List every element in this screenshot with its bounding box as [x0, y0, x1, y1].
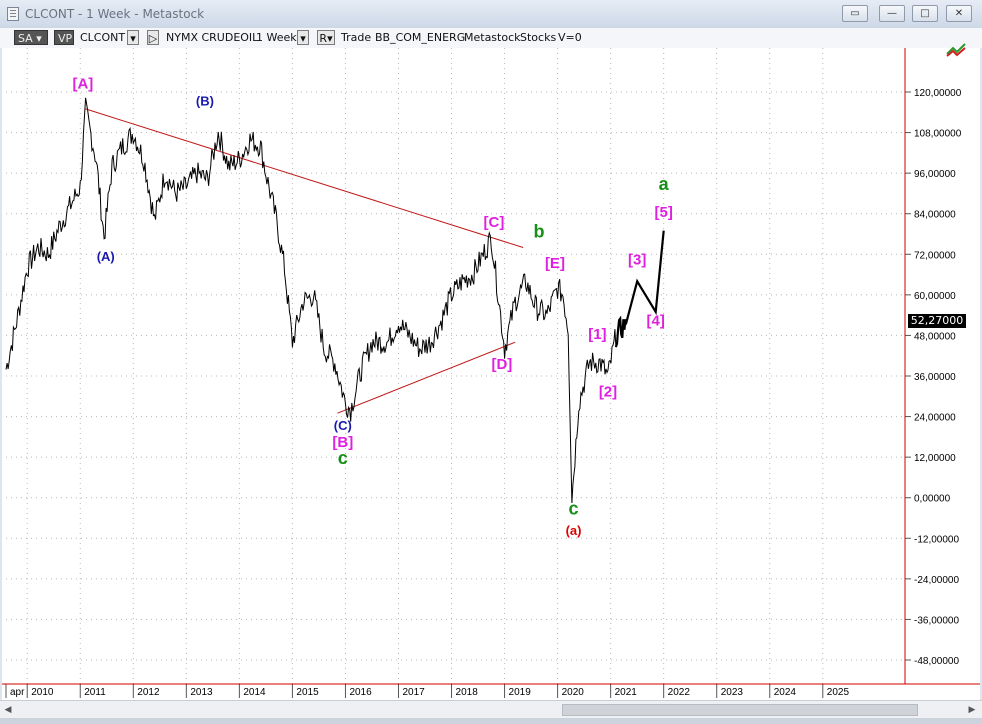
wave-label: [C] — [484, 214, 505, 231]
r-label: R — [319, 32, 328, 45]
y-tick-label: 48,00000 — [914, 331, 956, 342]
sa-button[interactable]: SA ▾ — [14, 30, 48, 45]
symbol-dropdown[interactable]: ▾ — [127, 30, 139, 45]
wave-label: [4] — [647, 312, 665, 329]
y-tick-label: 108,00000 — [914, 129, 962, 140]
wave-label: (C) — [334, 418, 352, 433]
wave-label: [2] — [599, 383, 617, 400]
y-tick-label: -12,00000 — [914, 534, 959, 545]
x-tick-label: 2011 — [84, 687, 106, 698]
dropdown-arrow-icon: ▾ — [327, 32, 333, 45]
wave-label: c — [569, 499, 579, 519]
close-button[interactable]: ✕ — [946, 5, 972, 22]
close-icon: ✕ — [954, 8, 964, 19]
x-tick-label: 2014 — [243, 687, 266, 698]
window-title: CLCONT - 1 Week - Metastock — [25, 7, 205, 21]
x-tick-label: 2016 — [349, 687, 372, 698]
maximize-button[interactable]: □ — [912, 5, 938, 22]
trade-label: Trade — [341, 31, 372, 44]
period-label: 1 Week — [256, 31, 297, 44]
y-tick-label: 84,00000 — [914, 210, 956, 221]
y-tick-label: 60,00000 — [914, 291, 956, 302]
wave-label: (B) — [196, 94, 214, 109]
scrollbar-thumb[interactable] — [562, 704, 918, 716]
exchange-selector-button[interactable]: ▷ — [147, 30, 159, 45]
x-tick-label: 2021 — [615, 687, 638, 698]
wave-label: [D] — [491, 356, 512, 373]
wave-label: [1] — [588, 326, 606, 343]
source-label: BB_COM_ENERG — [375, 31, 466, 44]
x-tick-label: 2012 — [137, 687, 160, 698]
restore-window-icon: ▭ — [850, 8, 860, 19]
x-tick-label: 2022 — [668, 687, 691, 698]
maximize-icon: □ — [920, 8, 930, 19]
y-tick-label: -24,00000 — [914, 575, 959, 586]
app-icon — [7, 7, 19, 21]
wave-label: (a) — [566, 523, 582, 538]
wave-label: b — [534, 221, 545, 241]
price-series-line — [5, 97, 617, 504]
x-tick-label: 2025 — [827, 687, 850, 698]
wave-label: [A] — [72, 76, 93, 93]
wave-label: c — [338, 448, 348, 468]
x-tick-label: 2013 — [190, 687, 213, 698]
vp-button[interactable]: VP — [54, 30, 74, 45]
x-tick-label: 2020 — [562, 687, 585, 698]
window-titlebar: CLCONT - 1 Week - Metastock ▭ — □ ✕ — [0, 0, 982, 29]
dropdown-arrow-icon: ▾ — [36, 32, 42, 45]
y-tick-label: 24,00000 — [914, 413, 956, 424]
y-tick-label: -48,00000 — [914, 656, 959, 667]
horizontal-scrollbar[interactable]: ◀ ▶ — [0, 700, 982, 719]
y-tick-label: 120,00000 — [914, 88, 962, 99]
stocks-label: Stocks — [520, 31, 557, 44]
selector-icon: ▷ — [148, 32, 158, 45]
metastock-label: Metastock — [464, 31, 521, 44]
x-tick-label: 2017 — [402, 687, 425, 698]
chart-toolbar: SA ▾ VP CLCONT ▾ ▷ NYMX CRUDEOIL 1 Week … — [0, 28, 982, 48]
scroll-right-icon[interactable]: ▶ — [968, 705, 976, 715]
exchange-label: NYMX CRUDEOIL — [166, 31, 259, 44]
y-tick-label: 72,00000 — [914, 250, 956, 261]
scroll-left-icon[interactable]: ◀ — [4, 705, 12, 715]
wave-label: [5] — [655, 204, 673, 221]
wave-label: [E] — [545, 255, 565, 272]
symbol-label: CLCONT — [80, 31, 126, 44]
minimize-icon: — — [887, 8, 897, 19]
y-tick-label: 12,00000 — [914, 453, 956, 464]
dropdown-arrow-icon: ▾ — [300, 32, 306, 45]
dropdown-arrow-icon: ▾ — [130, 32, 136, 45]
bottom-border — [0, 718, 982, 724]
volume-label: V=0 — [558, 31, 582, 44]
trend-toggle-icon[interactable] — [945, 40, 967, 58]
trendline — [337, 341, 516, 414]
restore-window-button[interactable]: ▭ — [842, 5, 868, 22]
wave-label: [3] — [628, 251, 646, 268]
x-tick-label: 2010 — [31, 687, 54, 698]
y-tick-label: 96,00000 — [914, 169, 956, 180]
wave-label: [B] — [332, 434, 353, 451]
r-button[interactable]: R▾ — [317, 30, 335, 45]
y-tick-label: -36,00000 — [914, 615, 959, 626]
last-price-badge: 52,27000 — [908, 314, 966, 328]
x-tick-label: 2024 — [774, 687, 797, 698]
x-tick-label: apr — [10, 687, 25, 698]
x-tick-label: 2015 — [296, 687, 319, 698]
x-tick-label: 2018 — [456, 687, 479, 698]
price-chart[interactable]: apr 2010 2011 2012 2013 2014 2015 2016 2017 2018 2… — [2, 28, 980, 700]
x-tick-label: 2019 — [509, 687, 532, 698]
trendline — [85, 108, 524, 249]
wave-label: (A) — [97, 249, 115, 264]
sa-label: SA — [18, 32, 33, 45]
y-tick-label: 36,00000 — [914, 372, 956, 383]
y-tick-label: 0,00000 — [914, 494, 951, 505]
period-dropdown[interactable]: ▾ — [297, 30, 309, 45]
chart-area[interactable]: apr 2010 2011 2012 2013 2014 2015 2016 2017 2018 2… — [2, 28, 980, 700]
x-tick-label: 2023 — [721, 687, 744, 698]
wave-label: a — [659, 174, 670, 194]
projection-line — [614, 230, 665, 348]
minimize-button[interactable]: — — [879, 5, 905, 22]
